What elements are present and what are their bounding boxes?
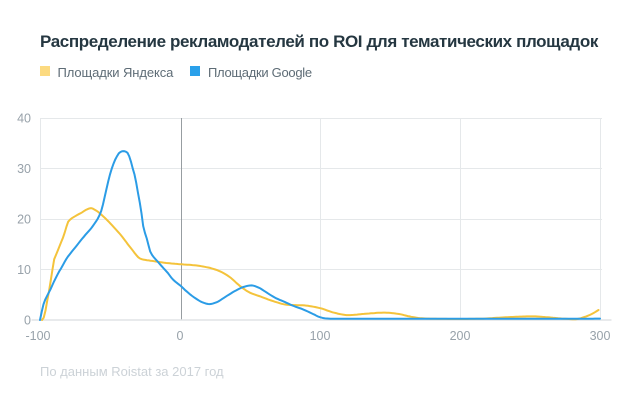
svg-text:300: 300 xyxy=(590,329,611,343)
svg-text:40: 40 xyxy=(17,112,31,126)
svg-text:100: 100 xyxy=(310,329,331,343)
svg-text:200: 200 xyxy=(450,329,471,343)
svg-text:-100: -100 xyxy=(25,329,50,343)
svg-text:10: 10 xyxy=(17,263,31,277)
svg-text:0: 0 xyxy=(24,314,31,328)
svg-text:0: 0 xyxy=(177,329,184,343)
svg-text:30: 30 xyxy=(17,162,31,176)
svg-text:20: 20 xyxy=(17,213,31,227)
